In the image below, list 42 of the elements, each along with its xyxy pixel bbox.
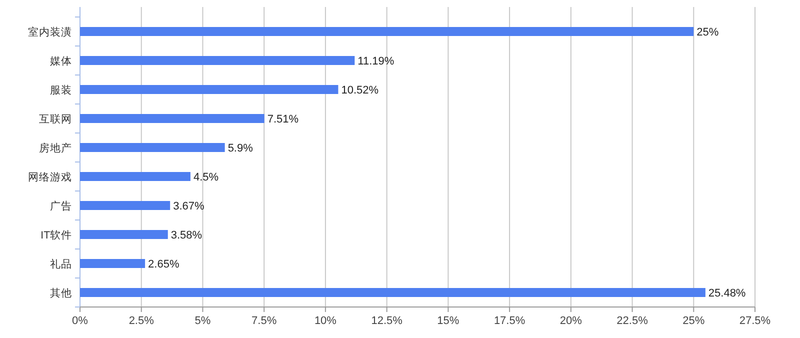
bar [80,201,170,210]
x-tick-label: 22.5% [616,315,648,327]
x-tick-label: 2.5% [128,315,154,327]
data-label: 11.19% [358,56,394,68]
x-tick-label: 0% [72,315,88,327]
x-tick-label: 17.5% [494,315,526,327]
data-label: 4.5% [193,172,219,184]
bar [80,230,168,239]
x-tick-label: 12.5% [371,315,403,327]
bar [80,85,338,94]
y-tick-label: 室内装潢 [28,26,72,38]
data-label: 5.9% [228,142,254,154]
x-tick-label: 25% [682,315,705,327]
y-tick-label: 互联网 [39,114,72,126]
data-label: 10.52% [341,84,379,96]
y-tick-label: 媒体 [50,56,72,68]
bar [80,114,264,123]
x-tick-label: 15% [437,315,460,327]
y-tick-label: 服装 [50,84,72,96]
bar [80,143,225,152]
y-tick-label: 其他 [50,286,72,300]
bar [80,27,694,36]
y-tick-label: 房地产 [39,142,72,154]
y-tick-label: 礼品 [50,258,72,270]
x-tick-label: 10% [314,315,337,327]
data-label: 25% [696,26,719,38]
x-tick-label: 5% [194,315,211,327]
data-label: 25.48% [708,288,746,300]
bar [80,259,146,268]
x-tick-label: 27.5% [739,315,771,327]
bar [80,288,706,297]
x-tick-label: 7.5% [252,315,277,327]
y-tick-label: 网络游戏 [28,170,72,184]
data-label: 2.65% [148,258,180,270]
data-label: 3.67% [173,200,204,212]
y-tick-label: IT软件 [40,230,72,242]
bar [80,172,190,181]
data-label: 7.51% [267,114,299,126]
y-tick-label: 广告 [50,200,72,212]
x-tick-label: 20% [560,315,582,327]
data-label: 3.58% [170,230,202,242]
bar [80,56,355,65]
